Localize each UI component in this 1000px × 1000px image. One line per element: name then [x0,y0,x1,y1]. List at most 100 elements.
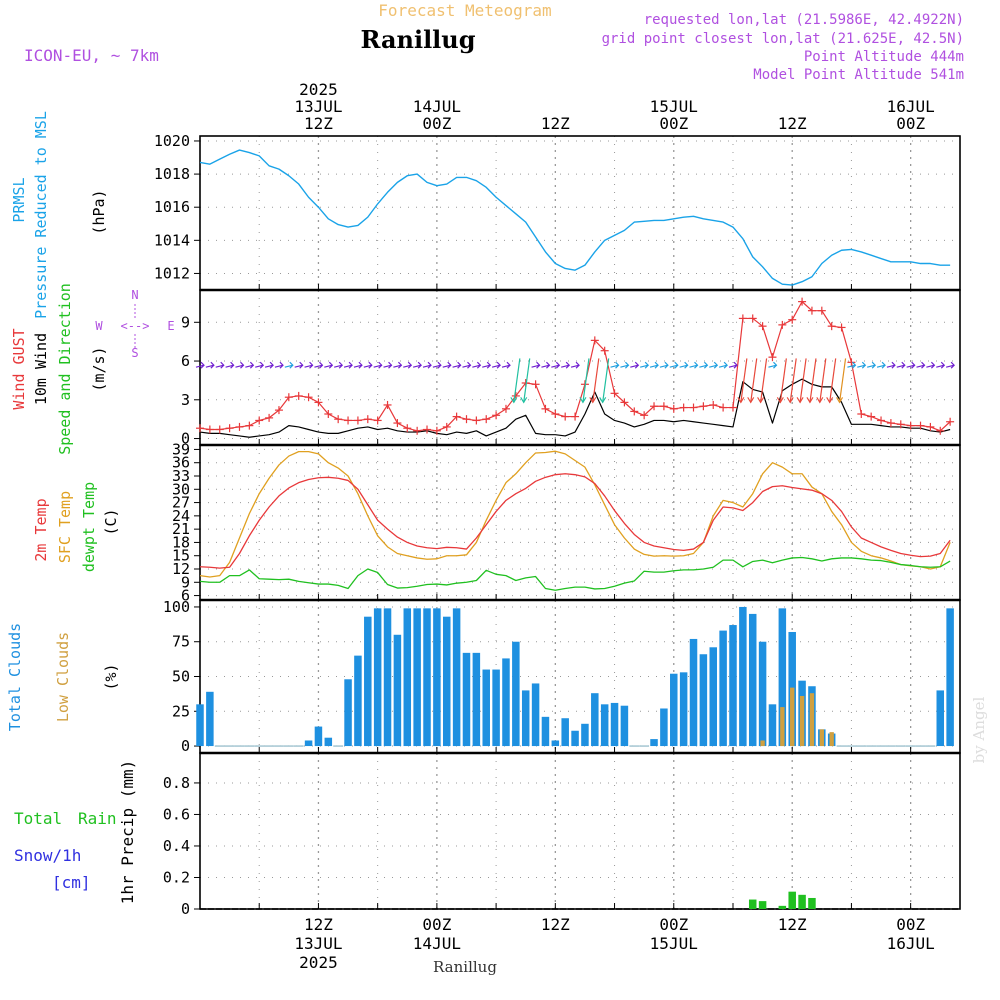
y-tick-label: 0 [181,900,190,918]
precip-cm-label: [cm] [52,873,91,892]
y-tick-label: 39 [172,440,190,458]
arrow-shaft [867,364,876,368]
wind-direction-arrow [816,358,827,404]
gust-marker [827,322,836,331]
gust-marker [393,419,402,428]
total-cloud-bar [620,705,629,747]
arrow-shaft [768,364,777,368]
arrow-shaft [896,364,905,368]
gust-marker [877,416,886,425]
gust-marker [758,322,767,331]
arrow-shaft [630,364,639,368]
wind-direction-arrow [353,361,363,369]
precip-total-label: Total [14,809,62,828]
arrow-shaft [442,364,451,368]
total-cloud-bar [650,739,658,747]
compass-rose: N S W E <--> [95,288,174,360]
wind-direction-arrow [452,361,462,369]
wind-direction-arrow [245,361,255,369]
wind-direction-arrow [551,361,561,369]
total-cloud-bar [531,683,540,747]
y-tick-label: 25 [172,702,190,720]
gust-marker [363,415,372,424]
arrow-head [921,361,926,369]
arrow-shaft [235,364,244,368]
total-cloud-bar [729,625,737,747]
arrow-shaft [264,364,274,368]
arrow-shaft [472,364,481,368]
total-cloud-bar [610,702,619,747]
arrow-head [615,361,620,369]
total-cloud-bar [364,616,372,747]
arrow-shaft [789,358,797,403]
arrow-head [806,397,814,404]
total-cloud-bar [689,638,698,747]
wind-direction-arrow [649,361,659,369]
arrow-shaft [363,364,372,368]
gust-marker [196,424,204,433]
wind-direction-arrow [363,361,373,369]
arrow-head [816,397,824,404]
sfc-temp-line [199,450,951,578]
total-cloud-bar [482,669,490,747]
arrow-head [510,397,518,404]
arrow-head [599,397,607,404]
arrow-head [634,361,640,369]
arrow-shaft [541,364,550,368]
arrow-head [555,361,561,369]
wind-direction-arrow [195,361,205,369]
wind-direction-arrow [403,361,413,369]
y-tick-label: 1020 [154,132,190,150]
arrow-shaft [422,364,432,368]
arrow-shaft [926,364,935,368]
compass-w: W [95,319,103,333]
arrow-shaft [205,364,215,368]
wind-direction-arrow [926,361,936,369]
arrow-head [654,361,659,369]
arrow-shaft [501,364,511,368]
arrow-shaft [513,358,521,403]
gust-marker [482,415,491,424]
top-time-label: 00Z [659,114,688,133]
gust-marker [896,420,905,429]
arrow-shaft [531,364,540,368]
wind-direction-arrow [886,361,896,369]
arrow-head [871,361,877,369]
gust-marker [225,424,234,433]
gust-marker [501,404,510,413]
bottom-time-label: 15JUL [650,934,698,953]
wind-direction-arrow [472,361,482,369]
total-cloud-bar [660,708,668,747]
arrow-shaft [838,358,847,403]
top-time-label: 15JUL [650,97,698,116]
arrow-head [520,397,528,404]
wind-direction-arrow [599,358,610,404]
bottom-location-label: Ranillug [433,958,497,976]
wind-direction-arrow [836,358,847,404]
panel-1-grid: 1012 1014 1016 1018 1020 [154,132,960,290]
gust-marker [472,416,481,425]
arrow-shaft [274,364,284,368]
arrow-head [309,361,314,369]
arrow-shaft [245,364,254,368]
arrow-shaft [936,364,945,368]
arrow-shaft [659,364,669,368]
total-cloud-bar [778,608,787,747]
point-altitude: Point Altitude 444m [804,49,964,65]
gust-marker [699,402,708,411]
arrow-head [776,397,784,404]
temp2m-label: 2m Temp [32,498,50,561]
gust-marker [235,422,244,431]
arrow-shaft [799,358,807,403]
total-cloud-bar [324,737,333,747]
gust-marker [255,416,264,425]
wind-direction-arrow [936,361,946,369]
arrow-head [319,361,324,369]
panel-2-frame [199,289,961,446]
total-cloud-bar [344,679,352,747]
arrow-head [220,361,225,369]
arrow-shaft [373,364,382,368]
arrow-shaft [649,364,659,368]
y-tick-label: 21 [172,520,190,538]
